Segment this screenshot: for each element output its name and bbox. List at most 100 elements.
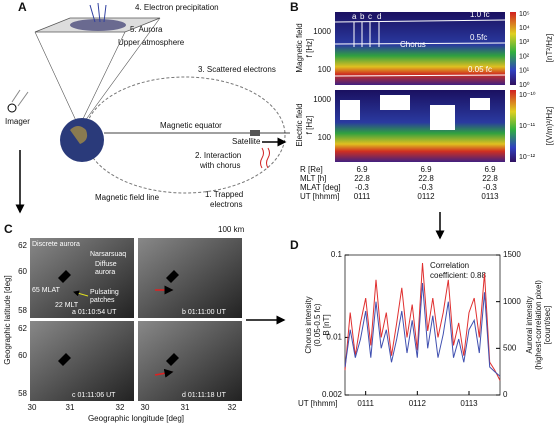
row-value: 0113 [481,192,499,201]
tick-label: 1000 [313,95,331,104]
y-axis-label: B [nT] [322,314,331,335]
event-letter: c [368,12,372,21]
axis-label: f [Hz] [305,116,314,135]
scale-label: 100 km [218,225,245,234]
tick-label: 32 [228,403,237,412]
series-line [344,262,501,381]
annotation: Correlation [430,261,469,270]
event-letter: d [377,12,381,21]
row-label: MLAT [deg] [300,183,341,192]
colorbar-label: 10⁻¹² [519,154,536,161]
axis-label: Geographic longitude [deg] [88,414,184,423]
row-label: R [Re] [300,165,323,174]
spectrogram-gaps [340,95,490,130]
annotation: coefficient: 0.88 [430,271,486,280]
label: Imager [5,117,30,126]
tick-label: 100 [318,133,332,142]
label: 2. Interaction [195,151,241,160]
tick-label: 100 [318,65,332,74]
label: patches [90,297,115,304]
row-value: 0111 [354,192,371,201]
y-axis-label: (0.05-0.5 fc) [313,303,322,346]
x-tick-label: 0113 [460,399,478,408]
row-label: UT [hhmm] [300,192,339,201]
label: Discrete aurora [32,241,80,248]
row-value: -0.3 [355,183,369,192]
label: electrons [210,200,242,209]
x-tick-label: 0111 [357,399,374,408]
tick-label: 60 [18,267,27,276]
x-axis-label: UT [hhmm] [298,399,337,408]
y2-tick-label: 1500 [503,250,521,259]
fc-label: 0.5fc [470,33,487,42]
fc-label: 1.0 fc [470,10,490,19]
colorbar [510,12,516,85]
panel-b: B Magnetic field f [Hz] Electric field f… [290,0,554,240]
tick-label: 31 [181,403,190,412]
continent [70,126,88,144]
panel-label: D [290,238,299,252]
panel-c: C 100 km Discrete aurora Narsarsuaq Diff… [3,222,286,423]
row-value: 22.8 [418,174,434,183]
label: with chorus [199,161,240,170]
imager-cone [34,17,161,126]
panel-label: C [4,222,13,236]
y-tick-label: 0.002 [322,390,343,399]
fc-line [334,74,506,77]
colorbar-label: 10⁻¹¹ [519,123,536,130]
axis-label: f [Hz] [305,39,314,58]
y-axis-label: Chorus intensity [304,296,313,353]
colorbar-label: 10⁻¹⁰ [519,91,536,99]
plot-frame [344,254,501,396]
tick-label: 62 [18,241,27,250]
y2-axis-label: (highest-correlation pixel) [534,280,543,370]
label: 22 MLT [55,302,79,309]
panel-label: B [290,0,299,14]
precipitation-lines [89,2,107,23]
chorus-waves [260,147,270,169]
time-label: b 01:11:00 UT [182,309,227,316]
aurora-image [30,238,134,318]
row-value: -0.3 [419,183,433,192]
fc-line [334,42,506,45]
label: 3. Scattered electrons [198,65,276,74]
colorbar-label: 10⁴ [519,25,530,32]
panel-a: A 4. Electron precipitation 5. Aurora Up… [5,0,290,214]
axis-label: Electric field [295,103,304,146]
fc-label: 0.05 fc [468,65,492,74]
label: Diffuse [95,261,117,268]
y-tick-label: 0.01 [326,333,342,342]
satellite-icon [250,130,260,136]
label: 5. Aurora [130,25,163,34]
row-value: -0.3 [483,183,497,192]
label: Upper atmosphere [118,38,185,47]
row-value: 6.9 [356,165,368,174]
time-label: a 01:10:54 UT [72,309,117,316]
time-label: c 01:11:06 UT [72,392,116,399]
aurora-image [138,321,242,401]
label: 1. Trapped [205,190,243,199]
row-value: 22.8 [482,174,498,183]
aurora-spot [70,19,126,31]
colorbar-label: 10⁰ [519,81,530,89]
event-letter: a [352,12,357,21]
label: Narsarsuaq [90,251,126,258]
spectrogram [335,12,505,85]
tick-label: 58 [18,306,27,315]
row-value: 0112 [417,192,435,201]
panel-d: D 0.1 0.01 0.002 1500 1000 500 0 0111 0112 0113 UT… [290,238,552,408]
y-tick-label: 0.1 [331,250,343,259]
label: 4. Electron precipitation [135,3,219,12]
aurora-image [30,321,134,401]
colorbar-unit: [nT²/Hz] [545,34,554,62]
tick-label: 32 [116,403,125,412]
light-rays [11,89,29,107]
aurora-image [138,238,242,318]
label: Pulsating [90,289,119,296]
panel-label: A [18,0,27,14]
row-value: 6.9 [420,165,432,174]
imager-icon [7,103,17,113]
arrow [154,368,174,378]
tick-label: 1000 [313,27,331,36]
tick-label: 31 [66,403,75,412]
